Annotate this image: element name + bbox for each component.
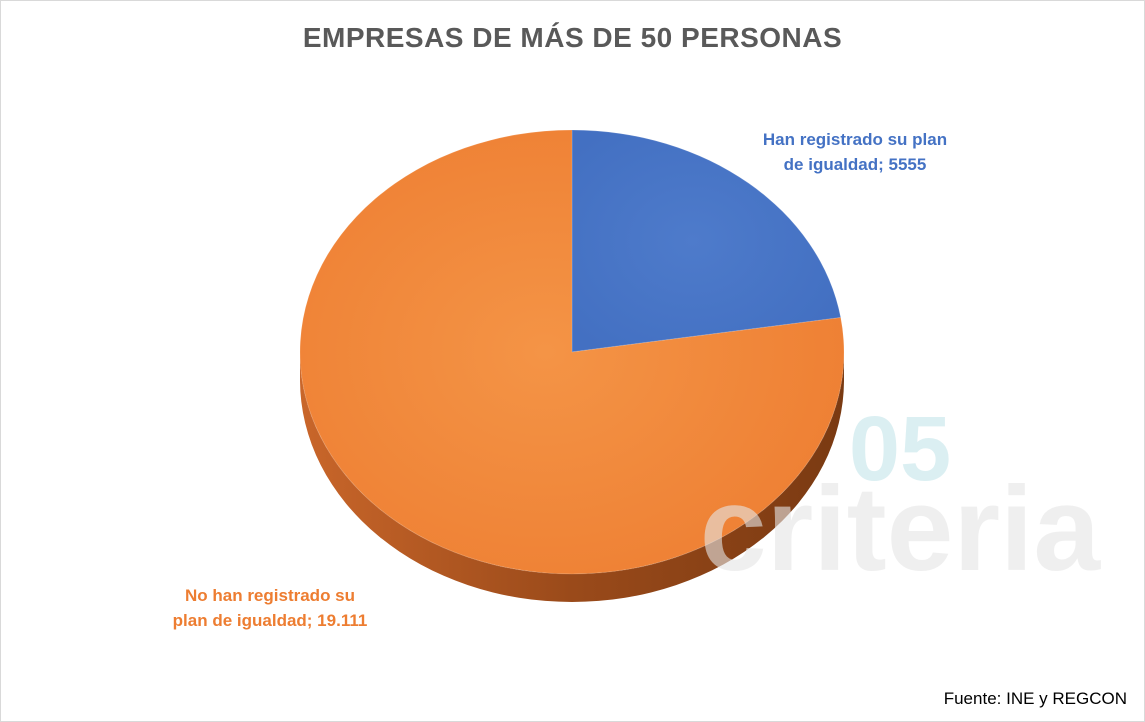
pie-slice-registered: [571, 129, 842, 353]
pie-top-group: [299, 129, 845, 575]
source-note: Fuente: INE y REGCON: [943, 689, 1127, 708]
slice-label-registered: Han registrado su plan de igualdad; 5555: [730, 127, 980, 177]
chart-title: EMPRESAS DE MÁS DE 50 PERSONAS: [302, 22, 843, 53]
pie-slice-not-registered: [299, 129, 845, 575]
slice-label-not-registered-line-2: plan de igualdad; 19.111: [172, 611, 368, 630]
slice-label-not-registered: No han registrado su plan de igualdad; 1…: [140, 583, 400, 633]
slice-label-registered-line-2: de igualdad; 5555: [783, 155, 927, 174]
slice-label-not-registered-line-1: No han registrado su: [184, 586, 356, 605]
slice-label-registered-line-1: Han registrado su plan: [762, 130, 948, 149]
